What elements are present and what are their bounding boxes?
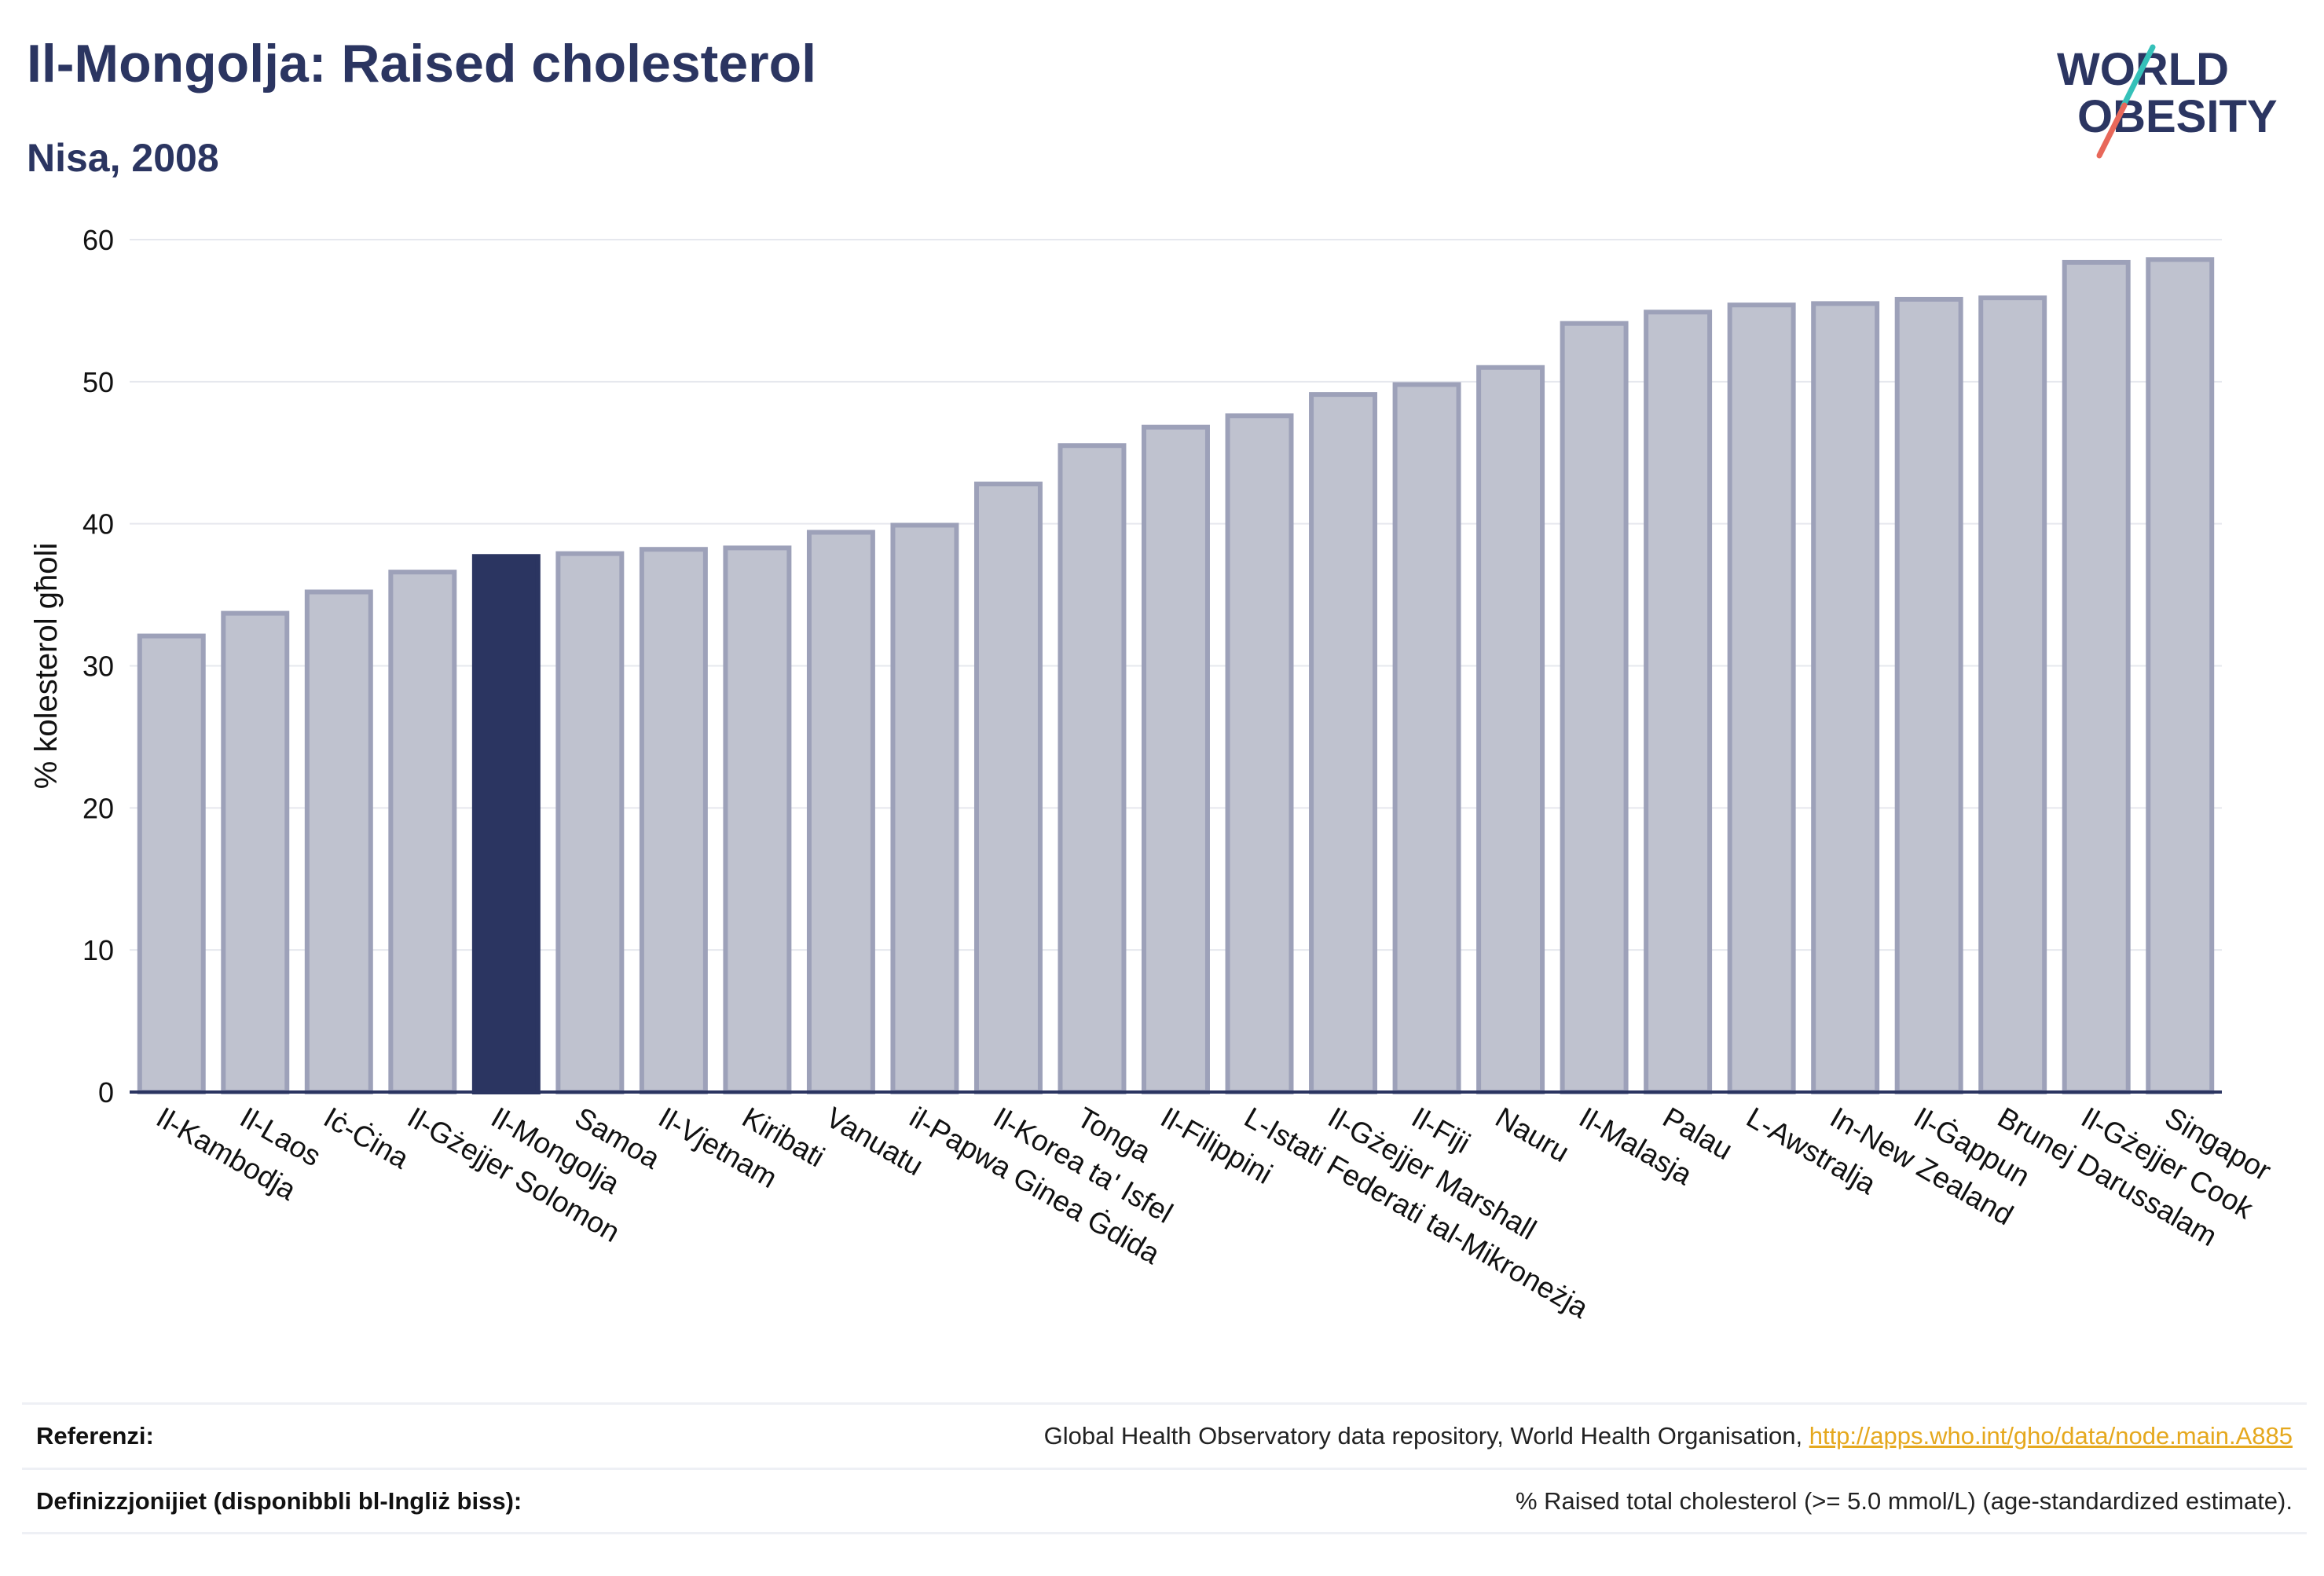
y-tick-label: 60 (82, 224, 114, 256)
bar (137, 633, 206, 1094)
bar (555, 551, 625, 1094)
logo-slash-coral (2096, 102, 2128, 159)
y-tick-label: 20 (82, 792, 114, 824)
footer-divider (22, 1532, 2307, 1534)
bar (1811, 301, 1880, 1094)
bar (1392, 382, 1461, 1094)
references-text: Global Health Observatory data repositor… (1043, 1422, 1809, 1450)
bar (1978, 295, 2047, 1094)
bars (137, 257, 2215, 1095)
bar (388, 570, 457, 1094)
definitions-label: Definizzjonijiet (disponibbli bl-Ingliż … (36, 1487, 522, 1515)
logo-slash-teal (2120, 44, 2156, 110)
y-tick-label: 10 (82, 934, 114, 966)
references-label: Referenzi: (36, 1422, 154, 1450)
y-tick-label: 40 (82, 508, 114, 541)
bar (1727, 302, 1796, 1094)
bar (1142, 424, 1210, 1094)
bar (806, 530, 875, 1094)
x-tick-label: Nauru (1490, 1101, 1575, 1168)
bar (1644, 310, 1713, 1095)
references-value: Global Health Observatory data repositor… (1044, 1422, 2307, 1450)
bar (639, 547, 708, 1094)
y-tick-label: 30 (82, 651, 114, 683)
y-tick-label: 0 (98, 1076, 114, 1109)
bar (1058, 443, 1127, 1094)
bar (1560, 321, 1629, 1095)
y-axis-label: % kolesterol għoli (29, 543, 64, 790)
bar (890, 522, 959, 1094)
x-tick-label: Vanuatu (820, 1101, 929, 1182)
bar (2146, 257, 2215, 1095)
bar (723, 545, 792, 1094)
bar (304, 589, 373, 1094)
bar (1894, 296, 1963, 1094)
world-obesity-logo: WORLD OBESITY (2057, 44, 2278, 159)
bar (1476, 365, 1545, 1094)
chart-subtitle: Nisa, 2008 (27, 136, 219, 180)
x-tick-label: Iċ-Ċina (318, 1101, 414, 1175)
bar (1309, 392, 1378, 1094)
bar-highlight (471, 554, 541, 1094)
definitions-text: % Raised total cholesterol (>= 5.0 mmol/… (1515, 1487, 2293, 1515)
y-axis-ticks: 0 10 20 30 40 50 60 (82, 224, 114, 1109)
bar (973, 482, 1043, 1094)
references-link[interactable]: http://apps.who.int/gho/data/node.main.A… (1809, 1422, 2293, 1450)
bar (1225, 413, 1294, 1094)
y-tick-label: 50 (82, 366, 114, 398)
bar (2062, 259, 2131, 1094)
references-row: Referenzi: Global Health Observatory dat… (22, 1402, 2307, 1468)
chart-title: Il-Mongolja: Raised cholesterol (27, 34, 817, 93)
definitions-row: Definizzjonijiet (disponibbli bl-Ingliż … (22, 1468, 2307, 1533)
bar (221, 610, 290, 1094)
bar-chart: 0 10 20 30 40 50 60 Il-KambodjaIl-LaosIċ-ĊinaI… (29, 224, 2277, 1325)
